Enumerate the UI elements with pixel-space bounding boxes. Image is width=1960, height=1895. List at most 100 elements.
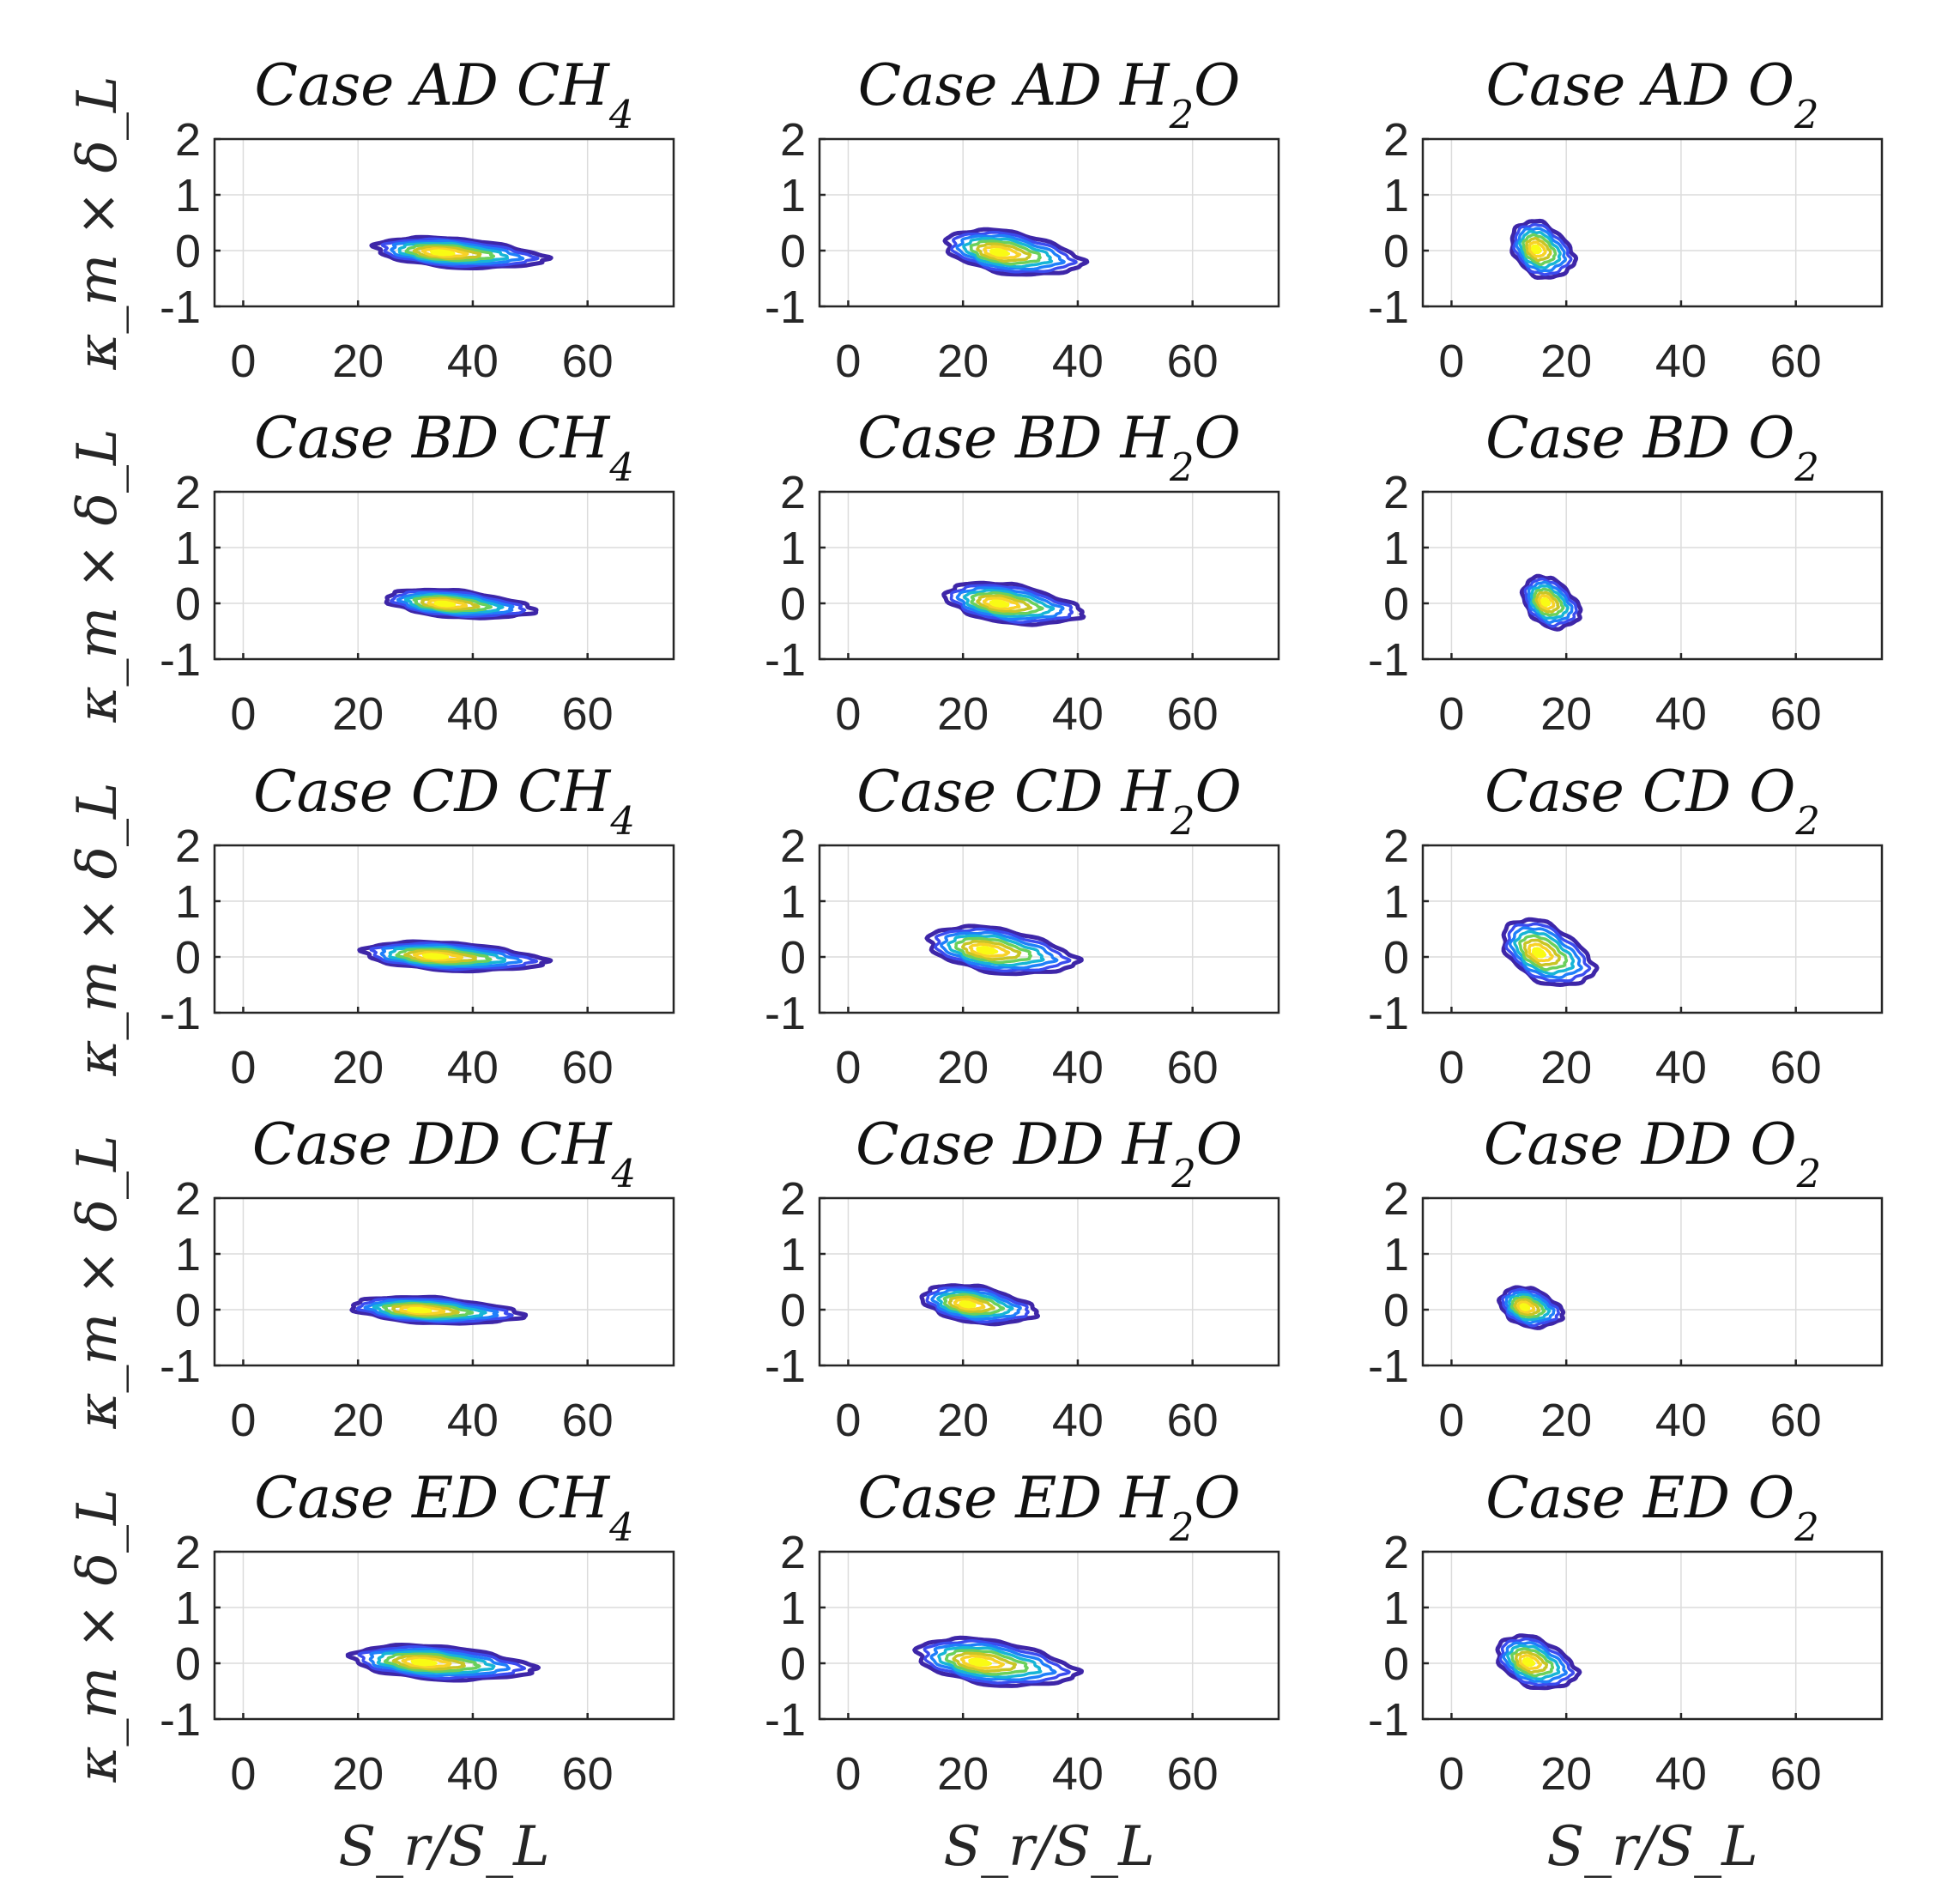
panel-title-base: H <box>1119 405 1171 471</box>
panel-title-subscript: 2 <box>1794 1504 1819 1550</box>
y-tick-label: 2 <box>175 467 201 518</box>
x-tick-label: 0 <box>230 688 256 740</box>
axes-box <box>213 1550 675 1721</box>
panel-title-prefix: Case AD <box>255 52 517 118</box>
x-tick-label: 20 <box>1540 1042 1592 1093</box>
y-tick-label: -1 <box>765 634 806 686</box>
contour-level-8 <box>976 945 999 955</box>
contour-level-7 <box>426 598 469 609</box>
contour-level-4 <box>936 1290 1014 1318</box>
contour-level-7 <box>1515 1300 1536 1314</box>
contour-level-4 <box>376 1650 496 1675</box>
y-tick-label: 2 <box>175 1173 201 1225</box>
panel-title-base: CH <box>518 1111 612 1178</box>
contour-level-5 <box>1509 1295 1546 1319</box>
x-tick-label: 40 <box>447 1395 499 1446</box>
contour-level-8 <box>421 953 450 960</box>
contour-level-4 <box>372 1299 487 1321</box>
y-tick-label: 1 <box>780 170 806 221</box>
y-tick-label: 0 <box>1383 1285 1409 1336</box>
contour-level-5 <box>412 595 493 613</box>
panel-title-subscript: 2 <box>1794 798 1820 844</box>
contour-level-3 <box>955 233 1066 271</box>
axes-box <box>1421 490 1884 661</box>
contour-level-1 <box>1497 1285 1566 1330</box>
panel-title-prefix: Case CD <box>1485 759 1749 825</box>
axes-box <box>818 137 1280 308</box>
panel-title-prefix: Case DD <box>252 1111 519 1178</box>
x-tick-label: 20 <box>332 1395 384 1446</box>
y-tick-label: 0 <box>175 932 201 984</box>
contour-level-7 <box>959 1654 1005 1670</box>
panel-title-subscript: 2 <box>1169 445 1195 490</box>
panel-title: Case CD CH4 <box>253 759 635 844</box>
contour-level-5 <box>970 591 1044 615</box>
contour-level-2 <box>949 584 1074 624</box>
panel-title-prefix: Case CD <box>253 759 517 825</box>
axes-box <box>818 490 1280 661</box>
y-tick-label: 0 <box>780 1638 806 1690</box>
y-tick-label: -1 <box>765 1694 806 1746</box>
y-axis-label: κ_m × δ_L <box>66 76 130 371</box>
contour-level-2 <box>355 1297 514 1324</box>
panel-title: Case ED CH4 <box>254 1465 633 1550</box>
y-tick-label: 2 <box>780 467 806 518</box>
y-tick-label: 2 <box>175 820 201 872</box>
panel-title: Case AD O2 <box>1486 52 1819 137</box>
contour-level-5 <box>381 1301 475 1319</box>
y-tick-label: -1 <box>160 282 201 333</box>
y-tick-label: 1 <box>1383 1583 1409 1634</box>
y-tick-label: -1 <box>1368 282 1409 333</box>
contour-level-2 <box>1504 922 1592 983</box>
contour-level-4 <box>1513 929 1576 976</box>
panel-title-subscript: 4 <box>608 1504 634 1550</box>
contour-level-7 <box>401 1656 452 1668</box>
contour-level-8 <box>968 1657 992 1667</box>
contour-level-4 <box>962 236 1054 269</box>
x-tick-label: 20 <box>332 688 384 740</box>
contour-level-7 <box>420 247 469 258</box>
x-tick-label: 20 <box>332 1748 384 1800</box>
panel-title-base: O <box>1748 52 1794 118</box>
y-tick-label: 0 <box>780 932 806 984</box>
x-tick-label: 60 <box>1167 1042 1219 1093</box>
contour-level-3 <box>1508 926 1583 979</box>
contour-level-4 <box>403 593 505 615</box>
contour-level-3 <box>368 1647 511 1678</box>
x-tick-label: 20 <box>1540 688 1592 740</box>
contour-level-7 <box>412 951 464 962</box>
contour-level-8 <box>433 600 457 608</box>
x-tick-label: 60 <box>562 1042 614 1093</box>
contour-level-5 <box>954 936 1032 965</box>
x-tick-label: 60 <box>1167 688 1219 740</box>
y-tick-label: 2 <box>1383 820 1409 872</box>
panel-title-prefix: Case AD <box>1486 52 1748 118</box>
panel-title-tail: O <box>1196 1111 1243 1178</box>
contour-level-5 <box>969 239 1042 266</box>
contour-level-5 <box>404 244 496 263</box>
contour-level-6 <box>391 1654 466 1671</box>
x-tick-label: 0 <box>230 1042 256 1093</box>
contour-level-3 <box>396 591 515 616</box>
contour-level-1 <box>384 587 539 621</box>
x-tick-label: 40 <box>1052 1748 1104 1800</box>
contour-level-3 <box>929 1643 1057 1681</box>
x-tick-label: 40 <box>1655 688 1707 740</box>
panel-title-prefix: Case CD <box>856 759 1121 825</box>
axes-box <box>818 844 1280 1014</box>
contour-level-4 <box>1517 229 1562 269</box>
contour-level-2 <box>934 927 1072 973</box>
contour-level-8 <box>1530 244 1542 255</box>
x-axis-label: S_r/S_L <box>943 1815 1154 1879</box>
y-tick-label: 1 <box>780 523 806 574</box>
contour-level-8 <box>410 1658 438 1667</box>
x-tick-label: 60 <box>1770 1042 1822 1093</box>
contour-level-8 <box>989 247 1011 257</box>
y-tick-label: -1 <box>160 1341 201 1392</box>
panel-title: Case BD CH4 <box>254 405 634 490</box>
x-tick-label: 0 <box>1438 1042 1464 1093</box>
